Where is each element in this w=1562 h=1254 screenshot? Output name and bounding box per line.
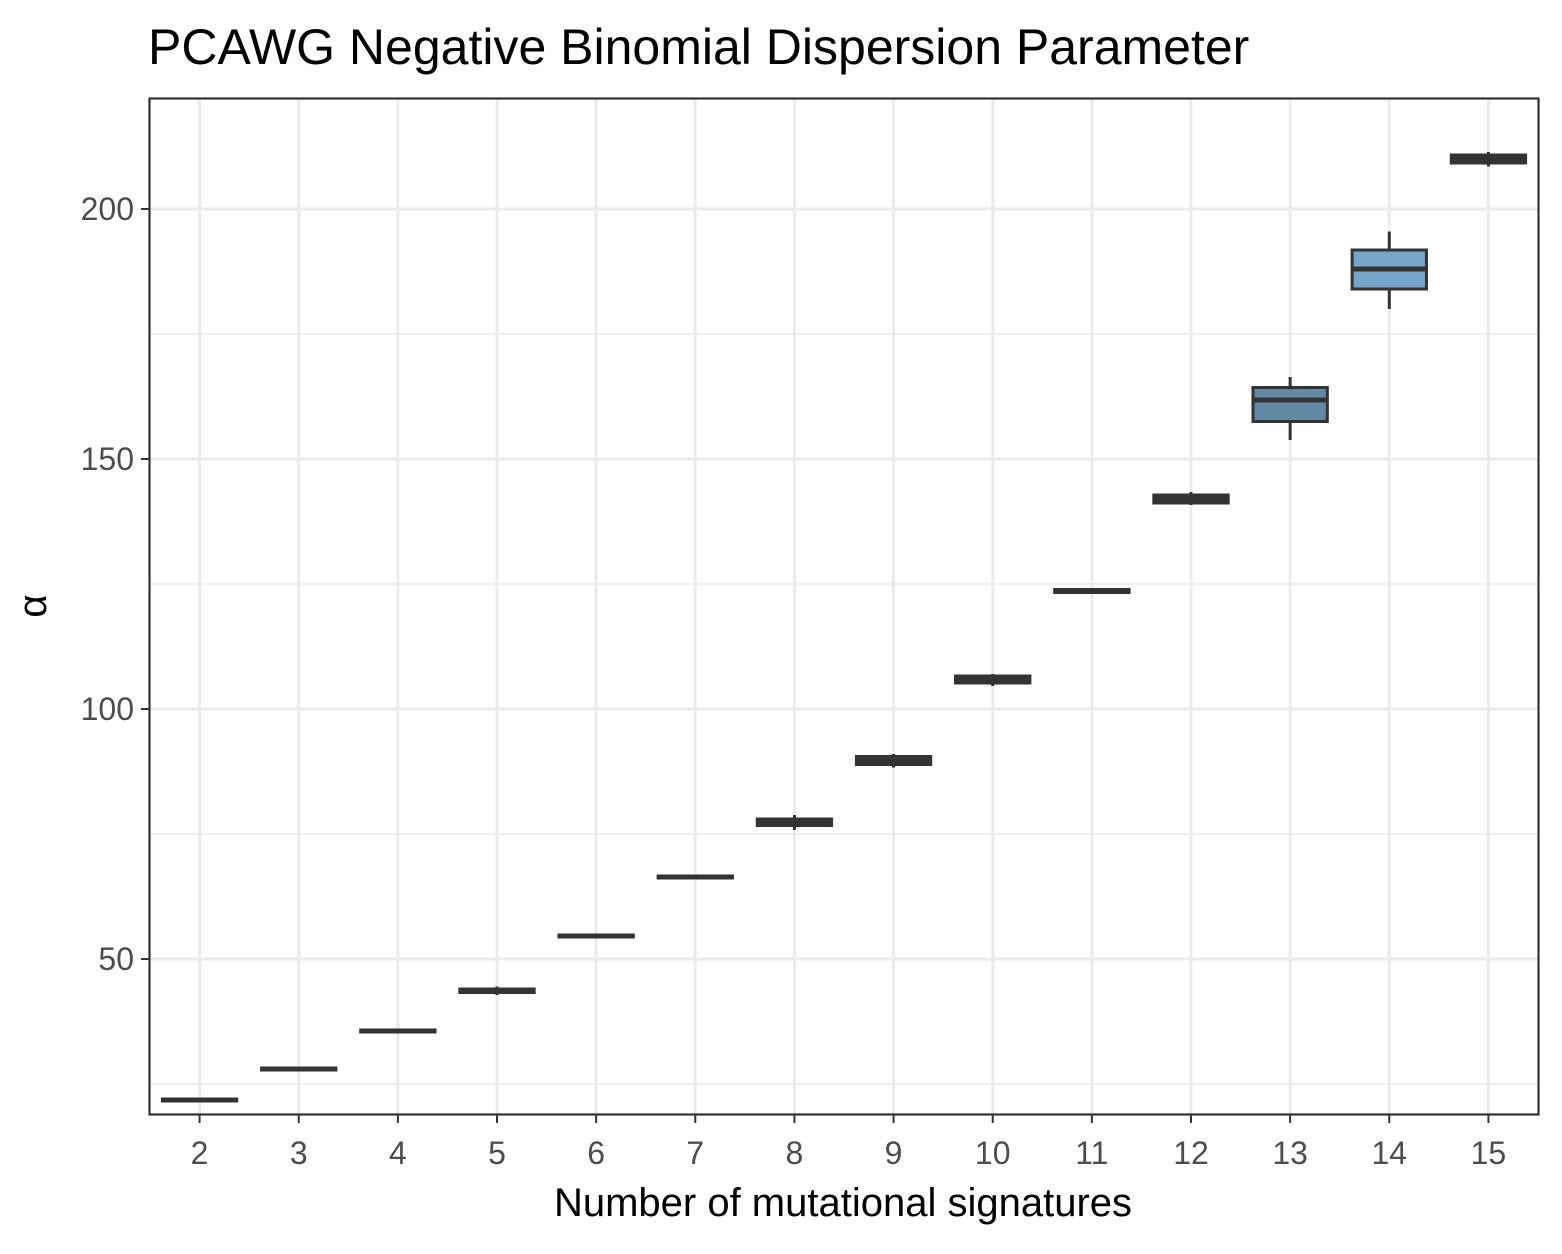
x-tick-label: 7 bbox=[686, 1135, 704, 1171]
box-12 bbox=[1152, 492, 1230, 505]
box-11 bbox=[1053, 588, 1131, 594]
y-axis: 50 100 150 200 bbox=[81, 191, 150, 977]
box-7 bbox=[656, 874, 734, 880]
y-tick-label: 50 bbox=[98, 941, 134, 977]
x-tick-label: 2 bbox=[191, 1135, 209, 1171]
x-tick-label: 14 bbox=[1371, 1135, 1407, 1171]
box-8 bbox=[755, 815, 834, 830]
box-5 bbox=[458, 986, 536, 995]
x-axis-title: Number of mutational signatures bbox=[554, 1181, 1132, 1225]
y-tick-label: 200 bbox=[81, 191, 134, 227]
x-tick-label: 11 bbox=[1075, 1135, 1108, 1171]
x-tick-label: 8 bbox=[786, 1135, 804, 1171]
box-4 bbox=[359, 1028, 437, 1034]
x-tick-label: 4 bbox=[389, 1135, 407, 1171]
box-9 bbox=[854, 754, 933, 768]
y-tick-label: 150 bbox=[81, 441, 134, 477]
box-3 bbox=[260, 1066, 338, 1072]
box-13 bbox=[1251, 377, 1329, 440]
x-axis: 2 3 4 5 6 7 8 9 10 11 12 13 14 15 bbox=[191, 1114, 1507, 1171]
box-6 bbox=[557, 933, 635, 939]
box-series bbox=[160, 152, 1528, 1103]
x-tick-label: 6 bbox=[587, 1135, 605, 1171]
chart-title: PCAWG Negative Binomial Dispersion Param… bbox=[148, 19, 1249, 75]
x-tick-label: 15 bbox=[1471, 1135, 1507, 1171]
x-tick-label: 13 bbox=[1272, 1135, 1308, 1171]
x-tick-label: 3 bbox=[290, 1135, 308, 1171]
box-15 bbox=[1449, 152, 1528, 167]
box-14 bbox=[1350, 231, 1428, 309]
x-tick-label: 12 bbox=[1173, 1135, 1209, 1171]
box-2 bbox=[160, 1097, 239, 1103]
y-tick-label: 100 bbox=[81, 691, 134, 727]
x-tick-label: 5 bbox=[488, 1135, 506, 1171]
y-axis-title: α bbox=[11, 594, 55, 617]
panel-border bbox=[148, 97, 1540, 1116]
x-tick-label: 9 bbox=[885, 1135, 903, 1171]
grid-lines bbox=[150, 99, 1538, 1114]
box-body bbox=[1251, 386, 1329, 423]
box-10 bbox=[954, 674, 1032, 686]
x-tick-label: 10 bbox=[975, 1135, 1011, 1171]
